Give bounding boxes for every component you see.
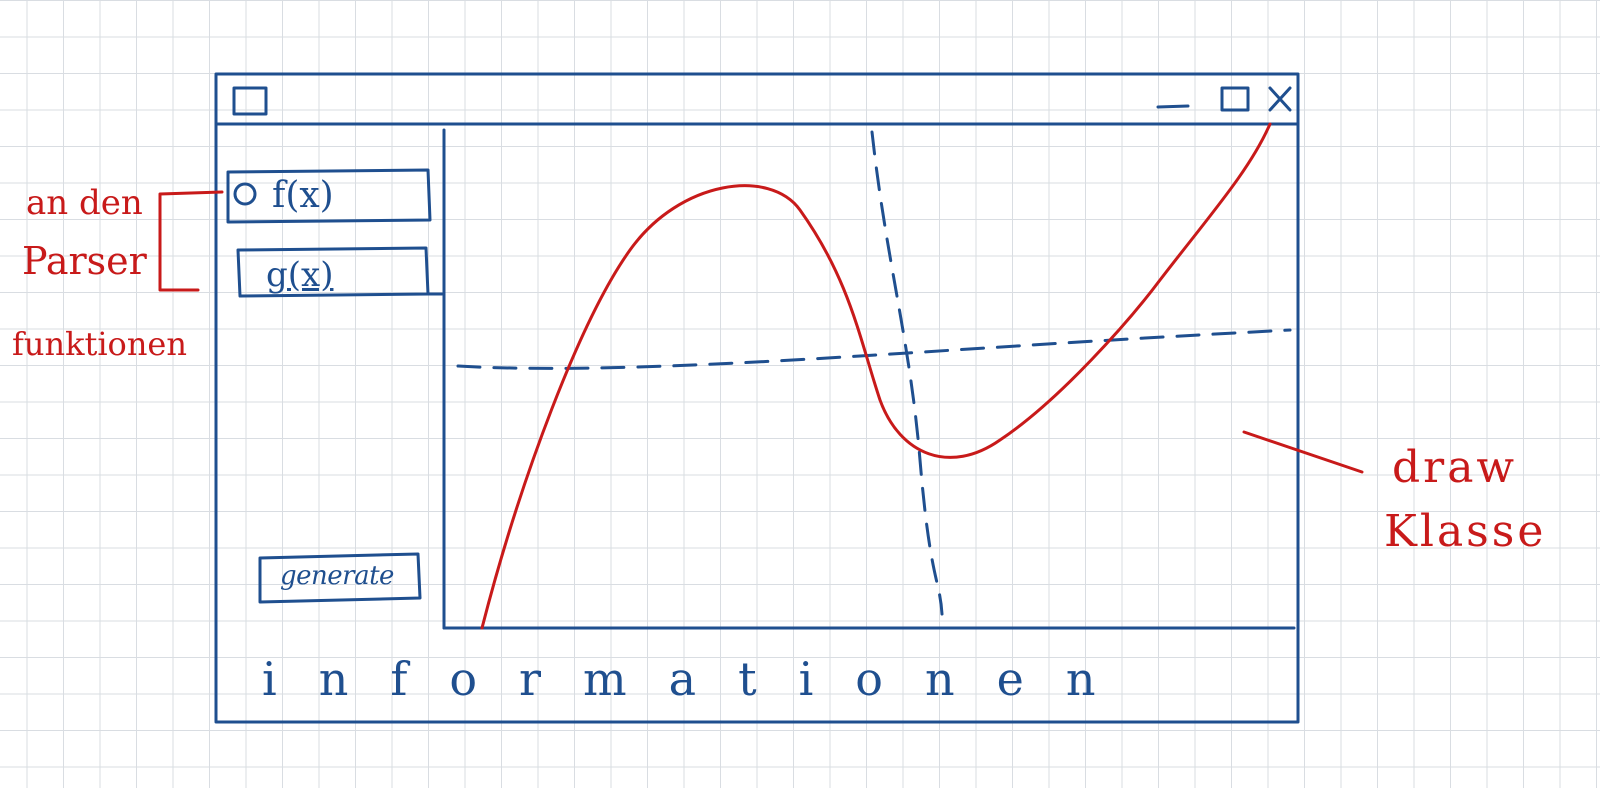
draw-pointer-line xyxy=(1242,430,1364,474)
annotation-draw-line1: draw xyxy=(1392,442,1518,493)
app-icon xyxy=(232,86,268,116)
g-input-label: g(x) xyxy=(266,255,334,295)
close-icon[interactable] xyxy=(1268,86,1292,112)
radio-circle-icon[interactable] xyxy=(233,182,257,206)
annotation-parser-line3: funktionen xyxy=(12,325,187,363)
maximize-icon[interactable] xyxy=(1220,86,1250,112)
function-curve xyxy=(480,122,1272,630)
annotation-draw-line2: Klasse xyxy=(1384,506,1547,557)
generate-button-box[interactable] xyxy=(258,552,422,604)
annotation-parser-line1: an den xyxy=(26,183,143,223)
x-axis-dashed xyxy=(456,328,1292,370)
window-frame xyxy=(214,72,1300,724)
info-bar-text: informationen xyxy=(262,652,1138,706)
minimize-icon[interactable] xyxy=(1156,104,1190,109)
generate-button-label[interactable]: generate xyxy=(280,561,394,591)
parser-bracket xyxy=(158,190,224,292)
f-input-label: f(x) xyxy=(272,175,334,216)
f-input-box[interactable] xyxy=(226,168,432,224)
y-axis-dashed xyxy=(870,130,944,616)
annotation-parser-line2: Parser xyxy=(22,239,147,283)
